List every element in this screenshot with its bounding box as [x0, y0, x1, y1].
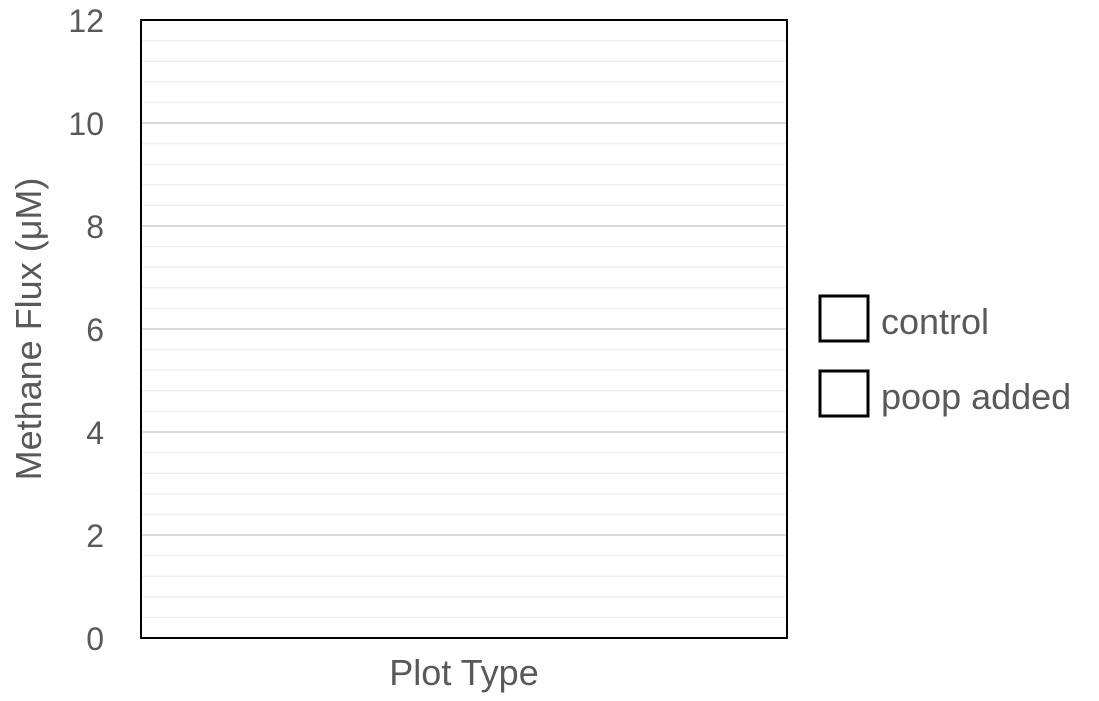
- y-axis-title: Methane Flux (μM): [8, 178, 49, 481]
- y-tick-label: 12: [68, 3, 104, 39]
- y-tick-label: 0: [86, 621, 104, 657]
- gridlines: [141, 39, 787, 619]
- legend: control poop added: [818, 294, 1071, 418]
- y-tick-label: 4: [86, 415, 104, 451]
- legend-label: poop added: [881, 376, 1071, 417]
- y-tick-label: 8: [86, 209, 104, 245]
- legend-label: control: [881, 301, 989, 342]
- x-axis-title: Plot Type: [389, 652, 538, 693]
- legend-swatch: [818, 369, 870, 418]
- y-tick-labels: 0 2 4 6 8 10 12: [68, 3, 104, 657]
- plot-area-frame: [140, 19, 788, 639]
- y-tick-label: 2: [86, 518, 104, 554]
- y-tick-label: 6: [86, 312, 104, 348]
- legend-swatch: [818, 294, 870, 343]
- y-tick-label: 10: [68, 106, 104, 142]
